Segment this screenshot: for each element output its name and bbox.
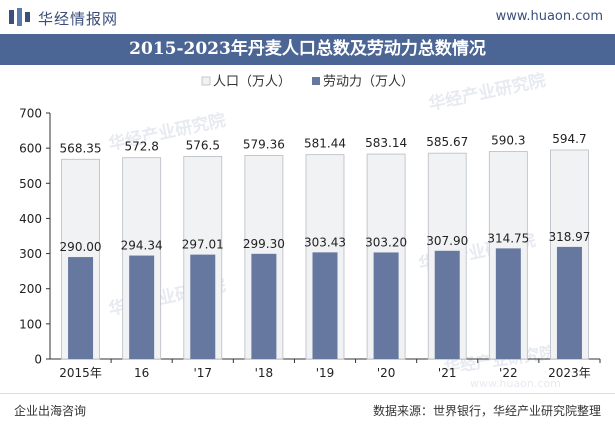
bar-labor bbox=[312, 252, 338, 359]
bar-label-population: 585.67 bbox=[426, 135, 468, 149]
bar-label-population: 581.44 bbox=[304, 137, 346, 151]
y-tick-label: 300 bbox=[19, 247, 42, 261]
y-tick-label: 200 bbox=[19, 282, 42, 296]
bar-labor bbox=[251, 253, 277, 359]
top-bar: 华经情报网 www.huaon.com bbox=[0, 0, 615, 34]
bar-label-labor: 303.43 bbox=[304, 235, 346, 249]
y-tick-label: 400 bbox=[19, 212, 42, 226]
footer-source: 数据来源：世界银行，华经产业研究院整理 bbox=[372, 404, 601, 418]
y-tick-label: 100 bbox=[19, 317, 42, 331]
bar-label-labor: 318.97 bbox=[548, 230, 590, 244]
bar-labor bbox=[68, 257, 94, 359]
bar-label-population: 572.8 bbox=[124, 140, 158, 154]
bar-label-population: 594.7 bbox=[552, 132, 586, 146]
legend-label-population: 人口（万人） bbox=[213, 75, 291, 90]
site-url[interactable]: www.huaon.com bbox=[495, 9, 603, 24]
watermark-url: www.huaon.com bbox=[470, 377, 561, 390]
bar-label-labor: 314.75 bbox=[487, 231, 529, 245]
legend-swatch-population bbox=[201, 76, 211, 86]
y-tick-label: 500 bbox=[19, 177, 42, 191]
y-tick-label: 0 bbox=[34, 353, 42, 367]
footer-left-text: 企业出海咨询 bbox=[14, 404, 87, 418]
x-tick-label: '18 bbox=[255, 366, 274, 380]
x-tick-label: '20 bbox=[377, 366, 396, 380]
title-bar: 2015-2023年丹麦人口总数及劳动力总数情况 bbox=[0, 34, 615, 65]
bar-label-labor: 294.34 bbox=[121, 239, 163, 253]
bar-label-labor: 307.90 bbox=[426, 234, 468, 248]
bar-label-population: 590.3 bbox=[491, 134, 525, 148]
bar-label-labor: 297.01 bbox=[182, 238, 224, 252]
x-tick-label: '19 bbox=[316, 366, 335, 380]
bar-label-population: 583.14 bbox=[365, 136, 407, 150]
chart-area: 华经产业研究院 华经产业研究院 华经产业研究院 华经产业研究院 华经产业研究院 www.h… bbox=[0, 65, 615, 391]
watermark-text: 华经产业研究院 bbox=[427, 70, 548, 115]
brand-name: 华经情报网 bbox=[38, 10, 119, 28]
bar-labor bbox=[434, 250, 460, 359]
x-tick-label: 16 bbox=[134, 366, 149, 380]
bar-labor bbox=[373, 252, 399, 359]
chart-svg: 华经产业研究院华经产业研究院华经产业研究院华经产业研究院华经产业研究院www.h… bbox=[19, 70, 601, 390]
x-tick-label: 2023年 bbox=[548, 366, 591, 380]
bar-label-labor: 303.20 bbox=[365, 235, 407, 249]
legend-swatch-labor bbox=[312, 77, 320, 85]
footer: 企业出海咨询 数据来源：世界银行，华经产业研究院整理 bbox=[0, 393, 615, 428]
bar-label-population: 579.36 bbox=[243, 137, 285, 151]
x-tick-label: '21 bbox=[438, 366, 457, 380]
bar-labor bbox=[190, 254, 216, 359]
bar-label-labor: 299.30 bbox=[243, 237, 285, 251]
bar-labor bbox=[556, 246, 582, 359]
x-tick-label: '22 bbox=[499, 366, 518, 380]
bar-label-population: 568.35 bbox=[60, 141, 102, 155]
logo-icon bbox=[9, 8, 30, 26]
x-tick-label: '17 bbox=[193, 366, 212, 380]
legend-label-labor: 劳动力（万人） bbox=[323, 74, 414, 90]
bar-label-labor: 290.00 bbox=[60, 240, 102, 254]
bar-label-population: 576.5 bbox=[186, 138, 220, 152]
bar-labor bbox=[495, 248, 521, 359]
bar-labor bbox=[129, 255, 155, 359]
chart-title: 2015-2023年丹麦人口总数及劳动力总数情况 bbox=[129, 39, 486, 59]
y-tick-label: 700 bbox=[19, 107, 42, 121]
y-tick-label: 600 bbox=[19, 142, 42, 156]
x-tick-label: 2015年 bbox=[59, 366, 102, 380]
